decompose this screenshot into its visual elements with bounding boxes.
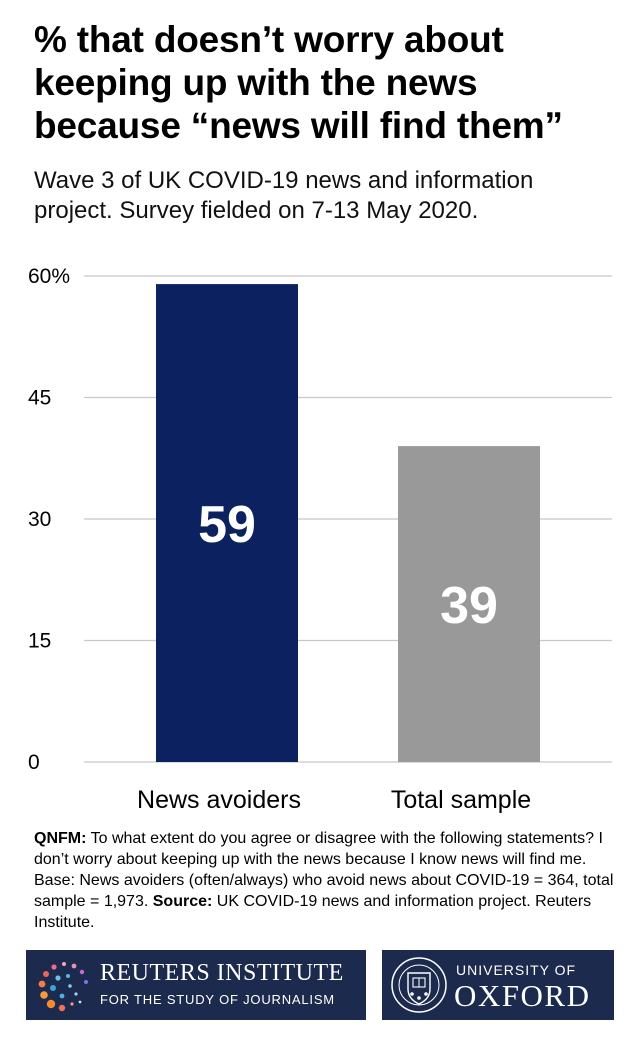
subtitle-line-1: Wave 3 of UK COVID-19 news and informati… — [34, 167, 534, 194]
chart-subtitle: Wave 3 of UK COVID-19 news and informati… — [34, 166, 634, 226]
bar-value-label: 39 — [440, 577, 498, 635]
title-line-1: % that doesn’t worry about — [34, 19, 504, 60]
reuters-institute-name: REUTERS INSTITUTE — [100, 960, 344, 986]
bars: 59 39 — [156, 284, 540, 762]
bar-chart: 0 15 30 45 60% 59 39 News avoiders Total sampl… — [28, 265, 612, 814]
reuters-institute-subtitle: FOR THE STUDY OF JOURNALISM — [100, 992, 335, 1007]
y-axis-ticks: 0 15 30 45 60% — [28, 265, 70, 774]
bar-total-sample — [398, 446, 540, 762]
bar-value-label: 59 — [198, 496, 256, 554]
oxford-university-of: UNIVERSITY OF — [456, 962, 577, 978]
x-category-label: News avoiders — [137, 786, 301, 814]
source-text: UK COVID-19 news and information project… — [34, 893, 592, 931]
y-tick-label: 45 — [28, 387, 51, 410]
y-tick-label: 0 — [28, 751, 40, 774]
y-tick-label: 30 — [28, 508, 51, 531]
subtitle-line-2: project. Survey fielded on 7-13 May 2020… — [34, 197, 479, 224]
chart-title: % that doesn’t worry about keeping up wi… — [34, 18, 624, 147]
oxford-crest-icon — [391, 957, 447, 1013]
qnfm-label: QNFM: — [34, 830, 87, 847]
y-tick-label: 15 — [28, 630, 51, 653]
reuters-institute-logo: REUTERS INSTITUTE FOR THE STUDY OF JOURN… — [26, 950, 366, 1020]
question-text: To what extent do you agree or disagree … — [34, 830, 614, 910]
x-axis-categories: News avoiders Total sample — [137, 786, 531, 814]
university-of-oxford-logo: UNIVERSITY OF OXFORD — [382, 950, 614, 1020]
reuters-dots-icon — [38, 962, 88, 1012]
title-line-2: keeping up with the news — [34, 62, 478, 103]
y-tick-label: 60% — [28, 265, 70, 288]
source-label: Source: — [152, 893, 213, 910]
title-line-3: because “news will find them” — [34, 105, 563, 146]
x-category-label: Total sample — [391, 786, 531, 814]
bar-news-avoiders — [156, 284, 298, 762]
oxford-name: OXFORD — [454, 978, 591, 1013]
footnote: QNFM: To what extent do you agree or dis… — [34, 828, 614, 933]
